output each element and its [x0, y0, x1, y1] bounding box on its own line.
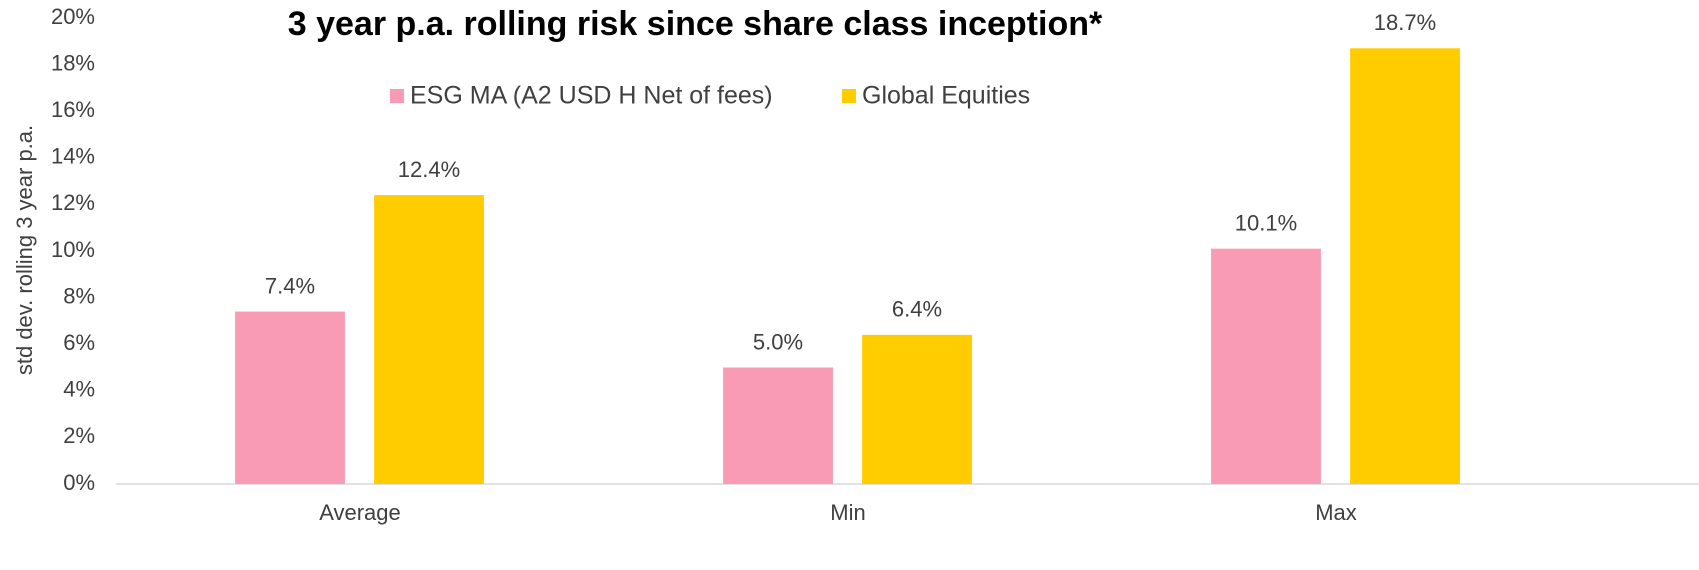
chart-title: 3 year p.a. rolling risk since share cla… [288, 5, 1103, 43]
y-tick-label: 10% [51, 237, 95, 262]
y-tick-label: 18% [51, 50, 95, 75]
y-tick-label: 2% [63, 423, 95, 448]
bar [235, 311, 345, 484]
data-label: 5.0% [753, 329, 803, 354]
y-tick-label: 8% [63, 283, 95, 308]
y-tick-label: 4% [63, 377, 95, 402]
data-label: 6.4% [892, 297, 942, 322]
bar [374, 195, 484, 484]
y-tick-label: 20% [51, 4, 95, 29]
data-label: 18.7% [1374, 10, 1436, 35]
x-tick-label: Max [1315, 500, 1357, 525]
legend-swatch [390, 89, 404, 103]
y-tick-label: 6% [63, 330, 95, 355]
x-tick-label: Min [830, 500, 865, 525]
legend-swatch [842, 89, 856, 103]
bar [1211, 248, 1321, 484]
y-tick-label: 0% [63, 470, 95, 495]
bar [862, 334, 972, 484]
bar [1350, 48, 1460, 484]
y-axis-label: std dev. rolling 3 year p.a. [12, 125, 37, 375]
y-tick-label: 16% [51, 97, 95, 122]
data-label: 7.4% [265, 273, 315, 298]
y-tick-label: 12% [51, 190, 95, 215]
bar [723, 367, 833, 484]
data-label: 10.1% [1235, 210, 1297, 235]
data-label: 12.4% [398, 157, 460, 182]
legend-label: Global Equities [862, 82, 1030, 110]
x-tick-label: Average [319, 500, 401, 525]
y-tick-label: 14% [51, 144, 95, 169]
legend-label: ESG MA (A2 USD H Net of fees) [410, 82, 773, 110]
